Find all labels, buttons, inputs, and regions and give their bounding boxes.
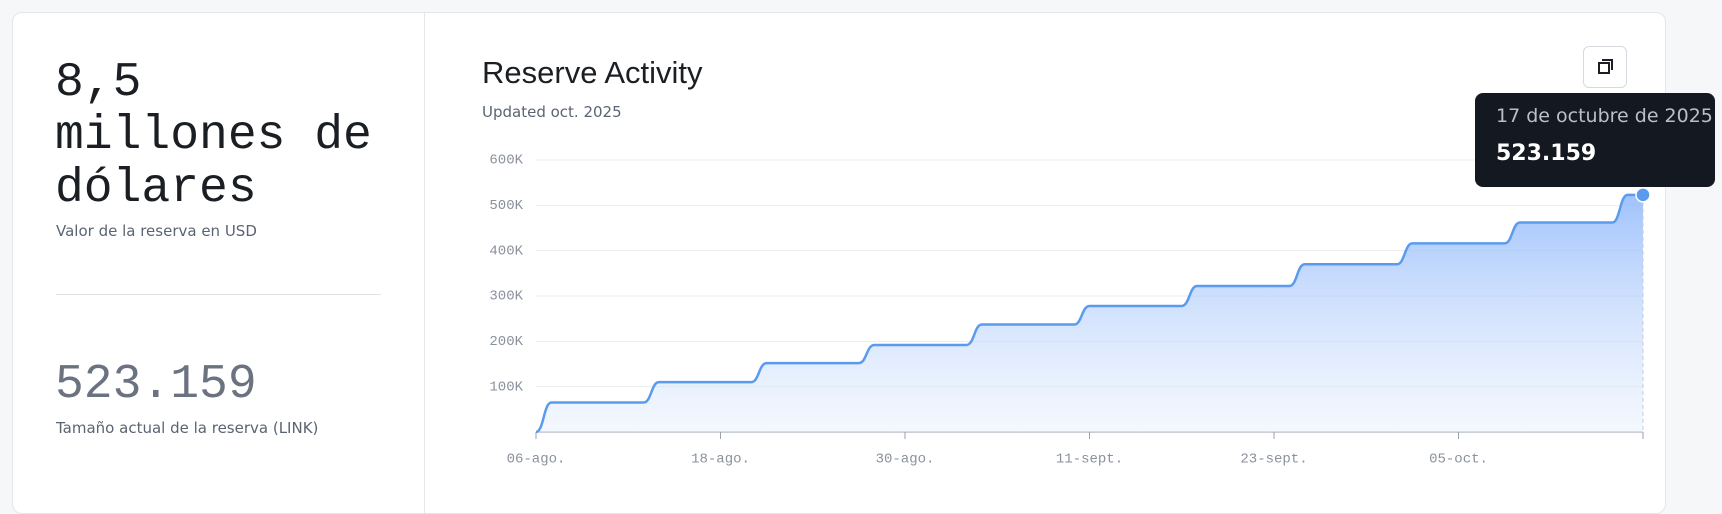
link-caption: Tamaño actual de la reserva (LINK) xyxy=(56,419,319,437)
summary-panel: 8,5 millones de dólares Valor de la rese… xyxy=(13,13,425,513)
tooltip-value: 523.159 xyxy=(1496,141,1597,166)
copy-button[interactable] xyxy=(1583,46,1627,88)
divider xyxy=(56,294,381,295)
usd-value: 8,5 millones de dólares xyxy=(55,56,372,216)
tooltip: 17 de octubre de 2025 523.159 xyxy=(1475,93,1715,187)
chart-title: Reserve Activity xyxy=(482,55,703,90)
chart-subtitle: Updated oct. 2025 xyxy=(482,103,622,121)
y-tick-label: 400K xyxy=(489,243,523,259)
tooltip-date: 17 de octubre de 2025 xyxy=(1496,105,1713,127)
y-tick-label: 500K xyxy=(489,198,523,214)
hover-point xyxy=(1635,187,1651,203)
area-fill xyxy=(536,194,1643,432)
x-tick-label: 30-ago. xyxy=(876,452,935,468)
y-tick-label: 600K xyxy=(489,153,523,169)
usd-caption: Valor de la reserva en USD xyxy=(56,222,257,240)
chart: 100K 200K 300K 400K 500K 600K 06-ago. 18-ago. 30… xyxy=(489,153,1651,468)
y-tick-label: 200K xyxy=(489,334,523,350)
x-tick-label: 05-oct. xyxy=(1429,452,1488,468)
x-tick-label: 06-ago. xyxy=(507,452,566,468)
y-tick-label: 100K xyxy=(489,379,523,395)
line xyxy=(535,193,1643,434)
copy-icon xyxy=(1598,59,1613,74)
x-tick-label: 18-ago. xyxy=(691,452,750,468)
x-tick-label: 11-sept. xyxy=(1056,452,1123,468)
x-tick-label: 23-sept. xyxy=(1240,452,1307,468)
page: {"left": {"usd_value": "8,5 millones de … xyxy=(12,12,1715,514)
link-value: 523.159 xyxy=(55,358,257,412)
y-tick-label: 300K xyxy=(489,289,523,305)
